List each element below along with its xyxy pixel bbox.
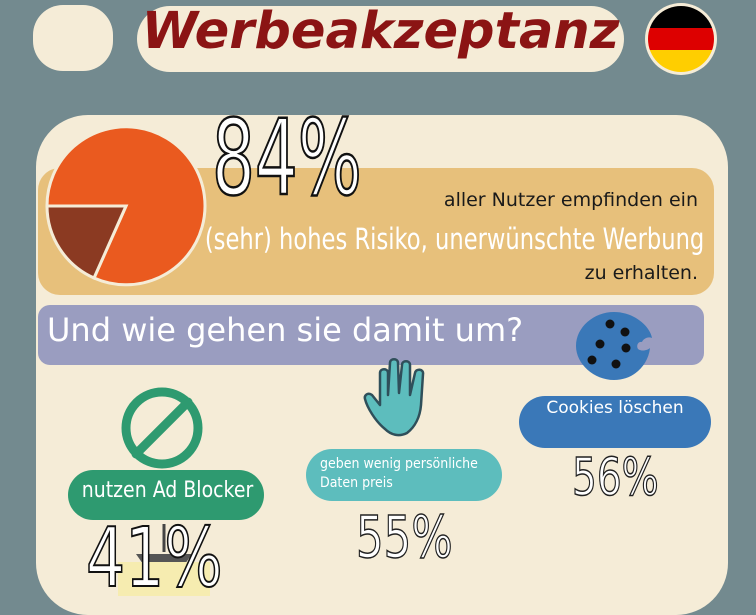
cookies-percent: 56% [571, 448, 659, 508]
data-pill [306, 449, 502, 501]
adblock-pill [68, 470, 264, 520]
cookies-pill [519, 396, 711, 448]
german-flag-icon [645, 3, 717, 75]
no-entry-icon [121, 387, 203, 469]
adblock-percent: 41% [85, 511, 223, 606]
flag-stripe-black [648, 6, 714, 28]
left-pill [33, 5, 113, 71]
flag-stripe-gold [648, 50, 714, 72]
title-pill [137, 6, 624, 72]
cookie-icon [576, 312, 652, 380]
question-text: Und wie gehen sie damit um? [47, 311, 524, 349]
adblock-label: nutzen Ad Blocker [81, 478, 254, 503]
pie-minor-slice [45, 204, 129, 280]
pie-chart-icon [45, 125, 207, 287]
stat-line-3: zu erhalten. [584, 262, 698, 284]
cookies-label: Cookies löschen [546, 398, 684, 418]
page-title: Werbeakzeptanz [141, 2, 620, 61]
stat-line-2: (sehr) hohes Risiko, unerwünschte Werbun… [204, 222, 704, 256]
data-label: geben wenig persönliche Daten preis [320, 456, 478, 491]
main-percent: 84% [211, 97, 363, 219]
stat-line-1: aller Nutzer empfinden ein [443, 189, 698, 211]
hand-icon [363, 358, 425, 437]
lamp-icon [118, 524, 210, 596]
flag-stripe-red [648, 28, 714, 50]
data-percent: 55% [355, 503, 453, 571]
